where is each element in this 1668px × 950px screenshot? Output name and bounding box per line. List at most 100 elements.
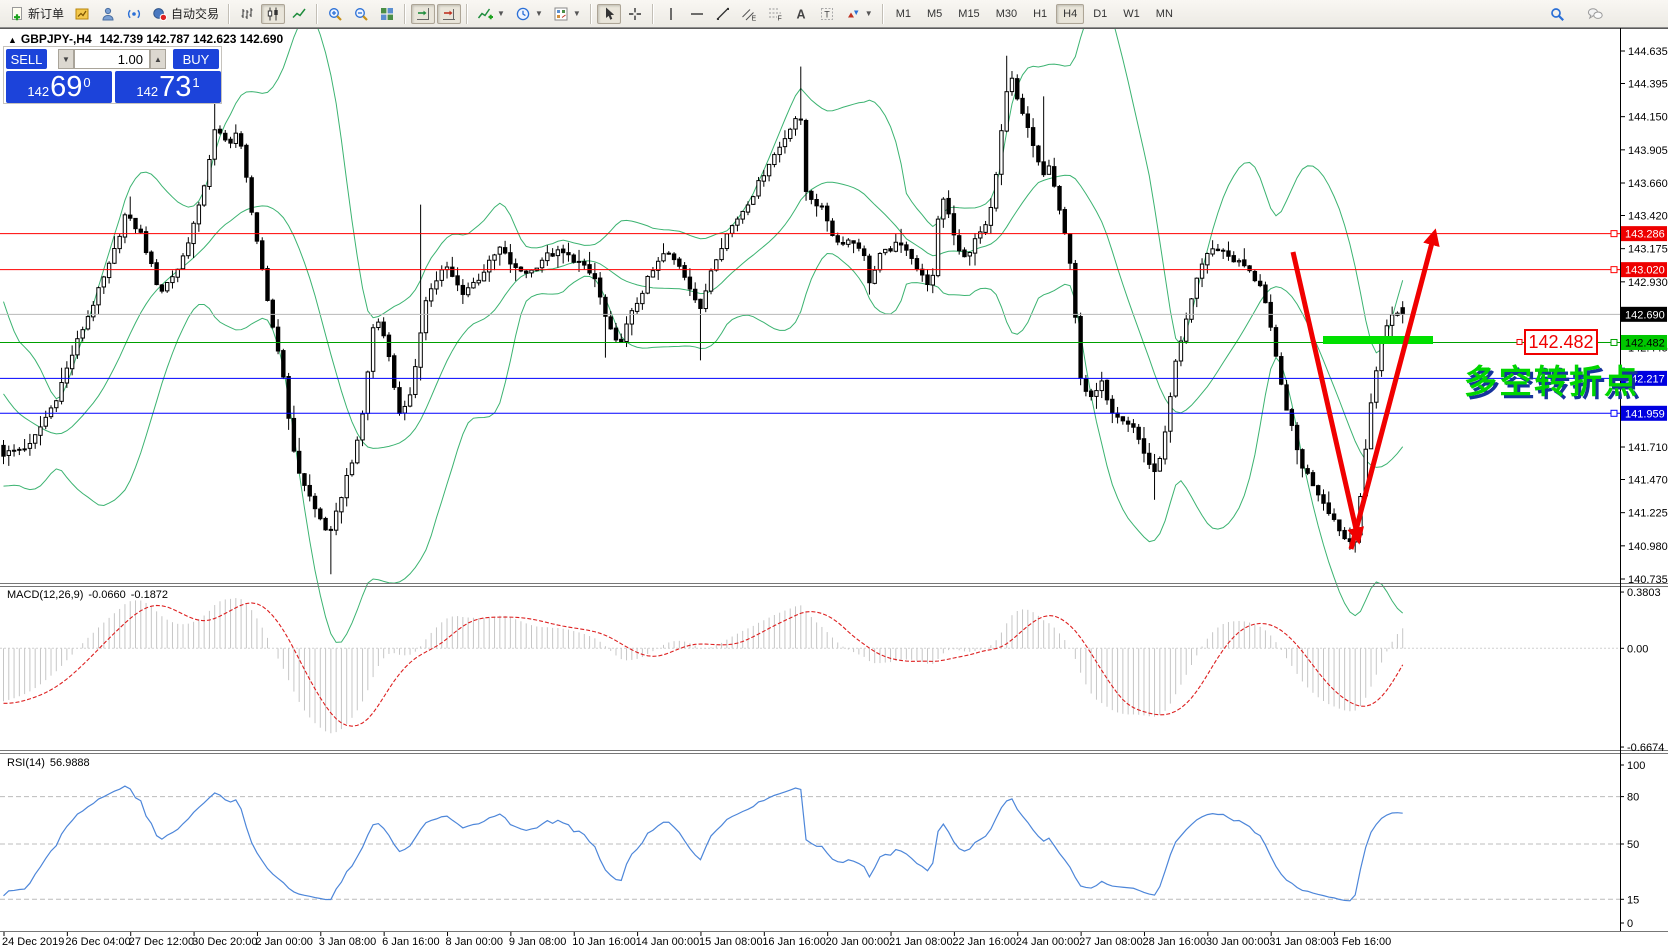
volume-input[interactable] [74,49,150,69]
svg-text:T: T [824,9,830,19]
price-callout-box[interactable]: 142.482 [1524,329,1598,355]
rsi-axis[interactable]: 100 80 50 15 0 [1621,760,1645,930]
buy-button[interactable]: BUY [173,49,219,69]
time-label: 22 Jan 16:00 [952,936,1016,948]
cursor-icon [605,7,614,20]
rsi-indicator-label: RSI(14) 56.9888 [7,757,90,769]
autotrading-button[interactable]: 自动交易 [148,4,223,24]
periods-button[interactable]: ▼ [511,4,547,24]
volume-increase-button[interactable]: ▲ [150,49,166,69]
chat-icon [1587,7,1603,19]
price-tick: 140.735 [1628,574,1668,586]
macd-axis[interactable]: 0.3803 0.00 -0.6674 [1621,587,1664,754]
timeframe-w1-button[interactable]: W1 [1123,7,1140,20]
crosshair-button[interactable] [623,4,647,24]
one-click-trading-panel: SELL ▼ ▲ BUY 142 69 0 142 73 1 [3,46,222,104]
zoom-out-button[interactable] [349,4,373,24]
new-order-button[interactable]: 新订单 [5,4,68,24]
fibonacci-button[interactable]: F [763,4,787,24]
price-axis[interactable]: 144.635 144.395 144.150 143.905 143.660 143.4… [1621,46,1668,586]
rsi-tick: 50 [1627,839,1639,851]
line-mode-button[interactable] [287,4,311,24]
buy-price-button[interactable]: 142 73 1 [115,71,221,103]
price-tick: 143.660 [1628,178,1668,190]
price-tick: 143.175 [1628,244,1668,256]
zoom-in-button[interactable] [323,4,347,24]
buy-price-big: 73 [159,71,192,103]
time-label: 30 Jan 00:00 [1206,936,1270,948]
green-highlight-bar[interactable] [1323,336,1433,344]
timeframe-m5-button[interactable]: M5 [927,7,943,20]
new-order-icon [12,6,22,20]
sell-price-base: 142 [27,84,50,99]
profiles-button[interactable] [96,4,120,24]
zoom-out-icon [355,7,368,21]
main-toolbar: 新订单 自动交易 ▼ ▼ ▼ E F A T ▼ M1 M5 M15 M30 H1 H4 D1 W1 MN [0,0,1668,28]
tile-windows-button[interactable] [375,4,399,24]
time-label: 24 Dec 2019 [2,936,64,948]
indicators-button[interactable]: ▼ [473,4,509,24]
timeframe-h1-button[interactable]: H1 [1033,7,1048,20]
timeframe-m15-button[interactable]: M15 [958,7,980,20]
text-button[interactable]: A [789,4,813,24]
red-arrow-up[interactable] [1348,228,1440,550]
trendline-button[interactable] [711,4,735,24]
shapes-button[interactable]: ▼ [841,4,877,24]
auto-scroll-button[interactable] [437,3,462,24]
sell-price-button[interactable]: 142 69 0 [6,71,112,103]
time-label: 26 Dec 04:00 [65,936,130,948]
toolbar-separator [404,3,407,24]
rsi-line [3,785,1403,902]
templates-button[interactable]: ▼ [549,4,585,24]
chart-window-button[interactable] [70,4,94,24]
hline-handle[interactable] [1610,409,1618,417]
hline-handle[interactable] [1610,266,1618,274]
toolbar-separator [228,3,231,24]
cursor-button[interactable] [596,3,621,24]
horizontal-lines [0,230,1620,417]
red-arrow-down[interactable] [1290,251,1365,545]
timeframe-h4-button[interactable]: H4 [1056,3,1085,24]
collapse-panel-icon[interactable]: ▲ [8,35,17,45]
text-t-icon: T [820,7,833,20]
timeframe-mn-button[interactable]: MN [1155,7,1173,20]
price-tick: 141.470 [1628,474,1668,486]
time-label: 8 Jan 00:00 [446,936,504,948]
time-label: 20 Jan 00:00 [826,936,890,948]
chart-shift-button[interactable] [411,3,436,24]
bars-mode-button[interactable] [235,4,259,24]
time-label: 27 Dec 12:00 [129,936,194,948]
volume-decrease-button[interactable]: ▼ [58,49,74,69]
rsi-tick: 0 [1627,918,1633,930]
channel-button[interactable]: E [737,4,761,24]
price-badge [1621,226,1667,242]
price-tick: 144.635 [1628,46,1668,58]
search-button[interactable] [1545,4,1569,24]
price-badge-value: 143.286 [1625,229,1665,241]
callout-handle [1516,338,1523,345]
price-badge-value: 142.690 [1625,309,1665,321]
chat-button[interactable] [1583,4,1607,24]
toolbar-separator [651,3,654,24]
price-badge [1621,306,1667,322]
candles-mode-button[interactable] [261,3,286,24]
signal-button[interactable] [122,4,146,24]
svg-text:A: A [796,7,805,21]
timeframe-d1-button[interactable]: D1 [1093,7,1108,20]
timeframe-m30-button[interactable]: M30 [995,7,1018,20]
dropdown-arrow-icon: ▼ [534,9,543,18]
hline-icon [690,12,703,15]
horizontal-line-button[interactable] [685,4,709,24]
hline-handle[interactable] [1610,230,1618,238]
vertical-line-button[interactable] [659,4,683,24]
rsi-panel [0,785,1620,902]
turning-point-annotation[interactable]: 多空转折点 [1464,363,1639,400]
timeframe-m1-button[interactable]: M1 [895,7,911,20]
macd-indicator-label: MACD(12,26,9) -0.0660 -0.1872 [7,589,169,601]
price-tick: 141.710 [1628,442,1668,454]
sell-button[interactable]: SELL [6,49,47,69]
label-button[interactable]: T [815,4,839,24]
